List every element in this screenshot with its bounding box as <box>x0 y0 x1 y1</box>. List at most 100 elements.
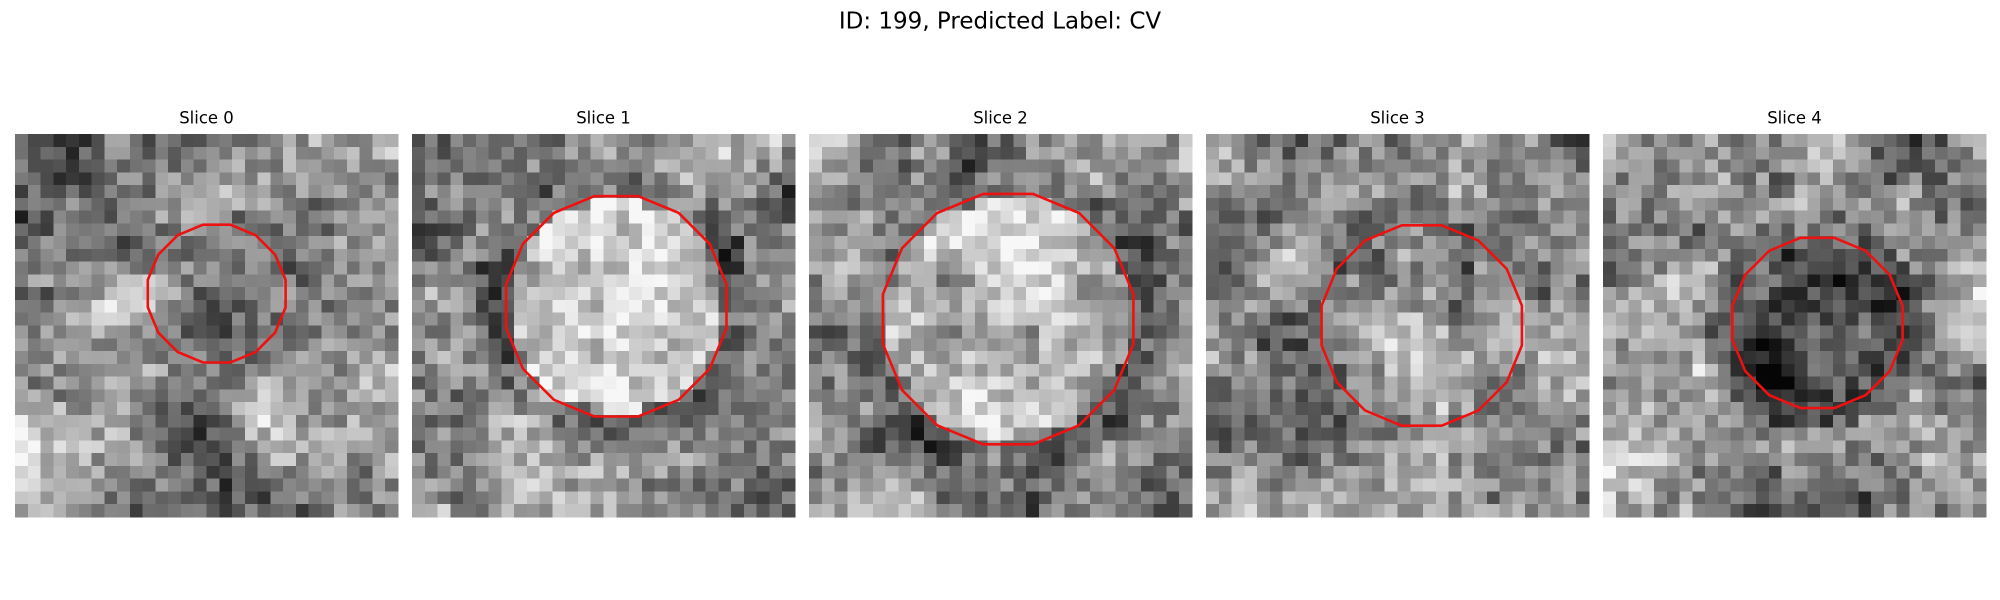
pixel <box>412 146 426 161</box>
slice-image <box>1206 134 1590 518</box>
pixel <box>1153 146 1167 161</box>
pixel <box>1435 465 1450 480</box>
pixel <box>1448 287 1462 301</box>
pixel <box>821 491 836 505</box>
pixel <box>629 453 643 467</box>
pixel <box>872 261 887 275</box>
pixel <box>1576 465 1590 480</box>
pixel <box>923 440 938 454</box>
pixel <box>283 389 297 403</box>
pixel <box>1013 299 1027 314</box>
pixel <box>1499 146 1513 161</box>
pixel <box>1654 299 1668 314</box>
pixel <box>155 223 169 237</box>
pixel <box>1295 210 1309 224</box>
pixel <box>987 440 1001 454</box>
pixel <box>1550 325 1564 339</box>
pixel <box>1730 159 1744 173</box>
pixel <box>743 172 758 186</box>
pixel <box>769 338 783 352</box>
pixel <box>680 325 694 339</box>
pixel <box>1858 414 1872 429</box>
pixel <box>1666 274 1681 288</box>
pixel <box>1550 134 1564 148</box>
pixel <box>1308 159 1322 173</box>
pixel <box>705 465 719 480</box>
pixel <box>769 363 783 378</box>
pixel <box>782 146 796 161</box>
pixel <box>257 478 271 492</box>
pixel <box>667 248 681 263</box>
pixel <box>206 389 220 403</box>
pixel <box>1244 299 1258 314</box>
pixel <box>577 491 592 505</box>
pixel <box>654 210 668 224</box>
pixel <box>206 453 220 467</box>
pixel <box>463 261 477 275</box>
pixel <box>629 478 643 492</box>
pixel <box>308 287 322 301</box>
pixel <box>117 159 131 173</box>
pixel <box>1423 274 1437 288</box>
pixel <box>911 389 925 403</box>
pixel <box>283 236 297 250</box>
pixel <box>359 376 373 390</box>
pixel <box>1371 134 1386 148</box>
pixel <box>78 134 93 148</box>
pixel <box>346 478 361 492</box>
pixel <box>27 287 42 301</box>
pixel <box>743 465 758 480</box>
pixel <box>898 197 912 212</box>
pixel <box>321 504 335 518</box>
pixel <box>1871 504 1885 518</box>
pixel <box>1537 248 1552 263</box>
pixel <box>641 134 656 148</box>
pixel <box>1320 504 1335 518</box>
pixel <box>1410 402 1424 416</box>
pixel <box>949 363 963 378</box>
pixel <box>359 351 373 365</box>
pixel <box>809 402 823 416</box>
pixel <box>27 197 42 212</box>
pixel <box>232 185 246 199</box>
pixel <box>1947 197 1961 212</box>
pixel <box>692 491 707 505</box>
pixel <box>1333 491 1347 505</box>
pixel <box>1423 185 1437 199</box>
pixel <box>1140 338 1155 352</box>
pixel <box>1435 402 1450 416</box>
pixel <box>692 338 707 352</box>
pixel <box>731 197 745 212</box>
pixel <box>206 134 220 148</box>
pixel <box>641 351 656 365</box>
pixel <box>911 338 925 352</box>
pixel <box>1871 338 1885 352</box>
pixel <box>514 172 528 186</box>
pixel <box>1679 223 1693 237</box>
pixel <box>1448 210 1462 224</box>
pixel <box>1346 414 1360 429</box>
pixel <box>1512 223 1526 237</box>
pixel <box>1013 185 1027 199</box>
pixel <box>1934 465 1949 480</box>
pixel <box>616 414 630 429</box>
pixel <box>372 223 386 237</box>
pixel <box>987 261 1001 275</box>
pixel <box>463 274 477 288</box>
pixel <box>1679 338 1693 352</box>
pixel <box>603 440 617 454</box>
pixel <box>743 389 758 403</box>
pixel <box>974 427 989 441</box>
pixel <box>1346 261 1360 275</box>
pixel <box>501 402 515 416</box>
pixel <box>334 491 348 505</box>
pixel <box>769 453 783 467</box>
pixel <box>1026 363 1040 378</box>
pixel <box>1206 299 1220 314</box>
pixel <box>1115 427 1129 441</box>
pixel <box>1692 427 1706 441</box>
pixel <box>1410 274 1424 288</box>
pixel <box>987 312 1001 326</box>
pixel <box>1461 414 1475 429</box>
pixel <box>437 261 451 275</box>
